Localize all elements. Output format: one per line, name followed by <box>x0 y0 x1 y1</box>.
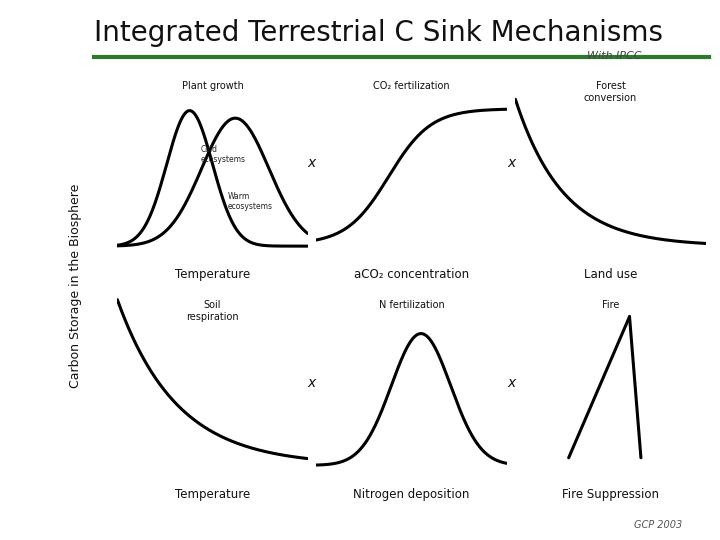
Text: GCP 2003: GCP 2003 <box>634 520 682 530</box>
Text: Cold
ecosystems: Cold ecosystems <box>201 145 246 164</box>
Text: Fire: Fire <box>602 300 619 310</box>
Text: Nitrogen deposition: Nitrogen deposition <box>354 488 469 501</box>
Text: Plant growth: Plant growth <box>181 80 243 91</box>
Text: With IPCC: With IPCC <box>587 51 642 62</box>
Text: x: x <box>507 156 515 170</box>
Text: Integrated Terrestrial C Sink Mechanisms: Integrated Terrestrial C Sink Mechanisms <box>94 19 662 47</box>
Text: aCO₂ concentration: aCO₂ concentration <box>354 268 469 281</box>
Text: Forest
conversion: Forest conversion <box>584 80 637 103</box>
Text: Fire Suppression: Fire Suppression <box>562 488 659 501</box>
Text: Land use: Land use <box>584 268 637 281</box>
Text: x: x <box>507 375 515 389</box>
Text: CO₂ fertilization: CO₂ fertilization <box>373 80 450 91</box>
Text: Temperature: Temperature <box>175 488 250 501</box>
Text: x: x <box>308 156 316 170</box>
Text: Carbon Storage in the Biosphere: Carbon Storage in the Biosphere <box>69 184 82 388</box>
Text: Soil
respiration: Soil respiration <box>186 300 239 322</box>
Text: Temperature: Temperature <box>175 268 250 281</box>
Text: N fertilization: N fertilization <box>379 300 444 310</box>
Text: Warm
ecosystems: Warm ecosystems <box>228 192 273 211</box>
Text: x: x <box>308 375 316 389</box>
